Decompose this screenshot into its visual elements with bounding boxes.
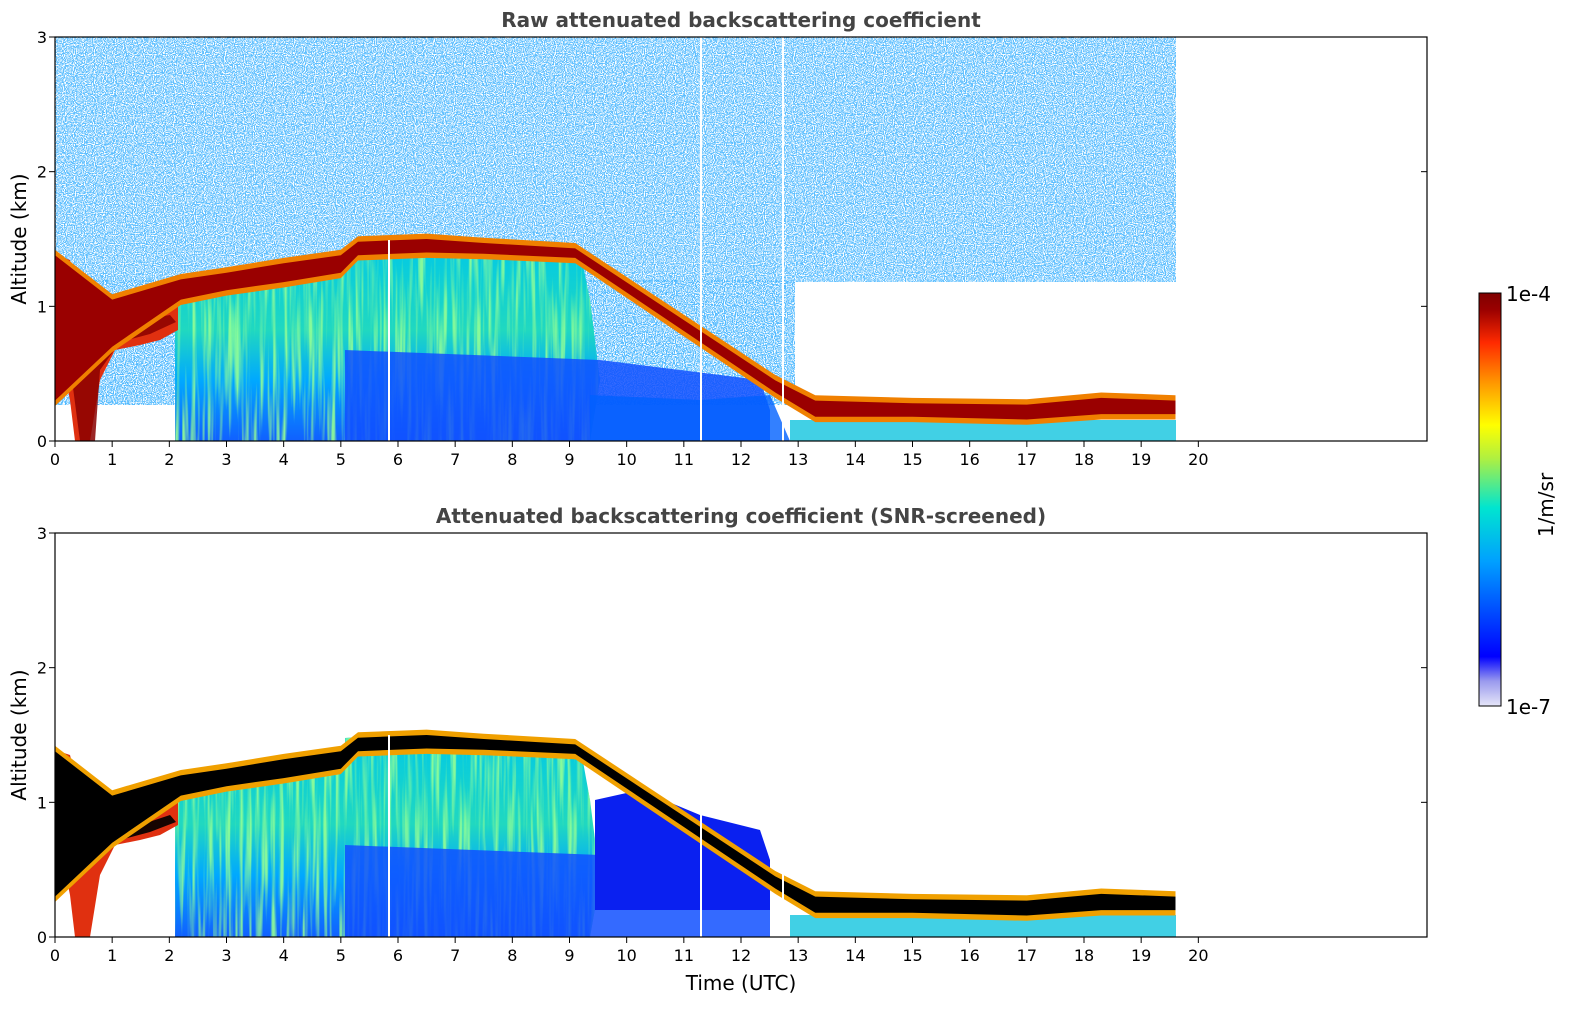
panel-raw: Raw attenuated backscattering coefficien… xyxy=(7,8,1428,469)
x-tick-label: 19 xyxy=(1131,450,1151,469)
raw-noise-speckle xyxy=(55,37,1176,282)
x-tick-label: 16 xyxy=(959,946,979,965)
x-tick-label: 12 xyxy=(731,946,751,965)
x-tick-label: 2 xyxy=(164,450,174,469)
colorbar-max-label: 1e-4 xyxy=(1506,282,1551,306)
x-tick-label: 0 xyxy=(50,450,60,469)
y-tick-label: 2 xyxy=(37,163,47,182)
y-tick-label: 3 xyxy=(37,28,47,47)
x-tick-label: 13 xyxy=(788,450,808,469)
panel-screened-title: Attenuated backscattering coefficient (S… xyxy=(436,504,1046,528)
x-tick-label: 2 xyxy=(164,946,174,965)
x-tick-label: 15 xyxy=(902,450,922,469)
x-tick-label: 7 xyxy=(450,450,460,469)
y-tick-label: 0 xyxy=(37,432,47,451)
x-tick-label: 20 xyxy=(1188,946,1208,965)
screened-evening-streaks xyxy=(790,915,1176,937)
panel-screened-ylabel: Altitude (km) xyxy=(7,669,31,800)
screened-gap-3 xyxy=(782,870,784,937)
x-tick-label: 3 xyxy=(221,946,231,965)
panel-raw-heatmap xyxy=(55,37,1427,441)
x-tick-label: 8 xyxy=(507,450,517,469)
x-tick-label: 17 xyxy=(1017,946,1037,965)
y-tick-label: 1 xyxy=(37,793,47,812)
raw-cloud-layer xyxy=(55,239,1176,420)
x-tick-label: 4 xyxy=(279,450,289,469)
raw-gap-3 xyxy=(782,37,784,441)
x-tick-label: 1 xyxy=(107,450,117,469)
colorbar-unit-label: 1/m/sr xyxy=(1534,472,1558,537)
x-tick-label: 10 xyxy=(616,946,636,965)
panel-screened-xlabel: Time (UTC) xyxy=(685,971,797,995)
raw-evening-streaks xyxy=(790,420,1176,441)
x-tick-label: 20 xyxy=(1188,450,1208,469)
raw-gap-1 xyxy=(388,240,390,441)
screened-cloud-layer xyxy=(55,735,1176,916)
x-tick-label: 15 xyxy=(902,946,922,965)
raw-gap-2 xyxy=(700,37,702,441)
y-tick-label: 3 xyxy=(37,524,47,543)
x-tick-label: 6 xyxy=(393,946,403,965)
y-tick-label: 2 xyxy=(37,659,47,678)
x-tick-label: 0 xyxy=(50,946,60,965)
screened-gap-1 xyxy=(388,735,390,937)
x-tick-label: 11 xyxy=(674,450,694,469)
raw-no-data xyxy=(1176,37,1427,441)
x-tick-label: 7 xyxy=(450,946,460,965)
x-tick-label: 10 xyxy=(616,450,636,469)
raw-afternoon-blue xyxy=(590,395,790,441)
y-tick-label: 0 xyxy=(37,928,47,947)
screened-afternoon-cloud xyxy=(595,790,770,910)
screened-no-data xyxy=(1176,533,1427,937)
x-tick-label: 19 xyxy=(1131,946,1151,965)
x-tick-label: 3 xyxy=(221,450,231,469)
panel-screened: Attenuated backscattering coefficient (S… xyxy=(7,504,1428,995)
x-tick-label: 16 xyxy=(959,450,979,469)
x-tick-label: 5 xyxy=(336,946,346,965)
colorbar: 1e-4 1e-7 1/m/sr xyxy=(1478,282,1558,719)
panel-raw-title: Raw attenuated backscattering coefficien… xyxy=(501,8,981,32)
x-tick-label: 9 xyxy=(564,450,574,469)
x-tick-label: 13 xyxy=(788,946,808,965)
x-tick-label: 1 xyxy=(107,946,117,965)
x-tick-label: 17 xyxy=(1017,450,1037,469)
panel-raw-ylabel: Altitude (km) xyxy=(7,173,31,304)
x-tick-label: 14 xyxy=(845,946,865,965)
x-tick-label: 18 xyxy=(1074,450,1094,469)
x-tick-label: 6 xyxy=(393,450,403,469)
colorbar-min-label: 1e-7 xyxy=(1506,695,1551,719)
x-tick-label: 14 xyxy=(845,450,865,469)
x-tick-label: 9 xyxy=(564,946,574,965)
x-tick-label: 8 xyxy=(507,946,517,965)
x-tick-label: 5 xyxy=(336,450,346,469)
x-tick-label: 11 xyxy=(674,946,694,965)
colorbar-gradient xyxy=(1478,292,1502,707)
y-tick-label: 1 xyxy=(37,297,47,316)
x-tick-label: 18 xyxy=(1074,946,1094,965)
panel-screened-heatmap xyxy=(55,533,1427,937)
x-tick-label: 4 xyxy=(279,946,289,965)
x-tick-label: 12 xyxy=(731,450,751,469)
screened-gap-2 xyxy=(700,800,702,937)
